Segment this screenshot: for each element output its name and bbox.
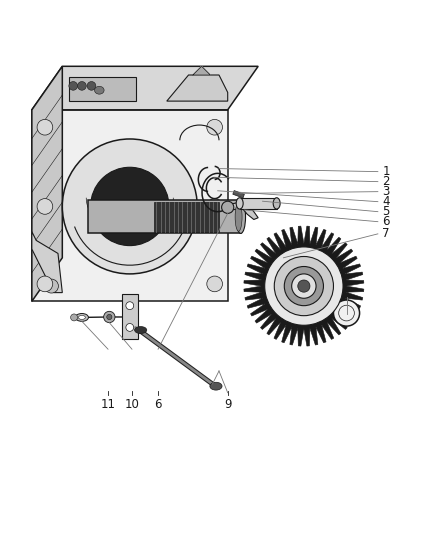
Text: 5: 5 [382, 205, 389, 218]
Circle shape [107, 314, 112, 320]
Circle shape [126, 302, 134, 310]
Bar [154, 202, 219, 232]
Text: 10: 10 [124, 398, 139, 411]
Circle shape [207, 119, 223, 135]
Ellipse shape [236, 198, 243, 209]
Text: 6: 6 [382, 215, 390, 228]
Circle shape [45, 279, 58, 293]
Text: 4: 4 [382, 195, 390, 208]
Ellipse shape [210, 382, 222, 390]
Text: 1: 1 [382, 165, 390, 178]
Polygon shape [32, 66, 258, 110]
Circle shape [274, 256, 333, 316]
Text: 3: 3 [382, 185, 389, 198]
Polygon shape [193, 66, 210, 75]
Bar [233, 191, 244, 198]
Polygon shape [167, 75, 228, 101]
Polygon shape [244, 226, 364, 346]
Circle shape [78, 82, 86, 90]
Ellipse shape [235, 203, 242, 231]
Circle shape [37, 199, 53, 214]
Circle shape [298, 280, 310, 292]
Circle shape [339, 305, 354, 321]
Circle shape [87, 82, 96, 90]
Ellipse shape [75, 313, 88, 321]
Polygon shape [32, 66, 62, 301]
Circle shape [37, 119, 53, 135]
Circle shape [284, 266, 323, 305]
Circle shape [91, 167, 169, 246]
Circle shape [333, 300, 360, 326]
Circle shape [207, 276, 223, 292]
Bar [88, 200, 241, 233]
Polygon shape [227, 202, 258, 220]
Text: 7: 7 [382, 228, 390, 240]
Text: 9: 9 [224, 398, 231, 411]
Bar [69, 77, 136, 101]
Polygon shape [32, 232, 62, 293]
Ellipse shape [95, 86, 104, 94]
Circle shape [222, 201, 234, 213]
Ellipse shape [78, 316, 85, 319]
Bar [32, 110, 228, 301]
Circle shape [71, 314, 78, 321]
Circle shape [69, 82, 78, 90]
Circle shape [207, 199, 223, 214]
Bar [122, 294, 138, 339]
Text: 2: 2 [382, 175, 390, 188]
Circle shape [292, 274, 316, 298]
Circle shape [104, 311, 115, 322]
Circle shape [126, 324, 134, 332]
Circle shape [62, 139, 197, 274]
Text: 11: 11 [100, 398, 116, 411]
Text: 6: 6 [154, 398, 162, 411]
Ellipse shape [134, 327, 147, 334]
Circle shape [265, 247, 343, 325]
Ellipse shape [236, 200, 246, 233]
Circle shape [37, 276, 53, 292]
Ellipse shape [273, 198, 280, 209]
Bar [240, 198, 277, 209]
Text: 8: 8 [344, 315, 351, 328]
